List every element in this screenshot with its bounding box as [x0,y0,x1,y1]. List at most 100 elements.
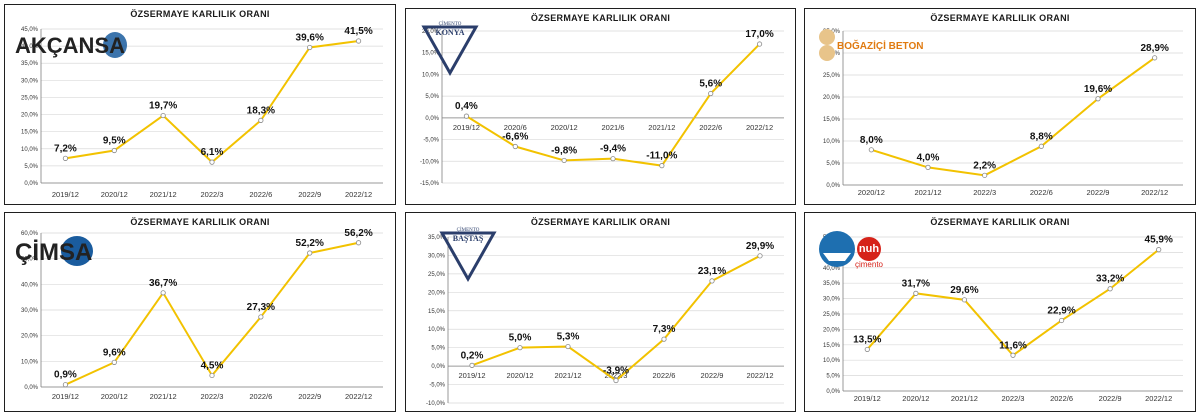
x-tick-label: 2022/9 [701,371,724,380]
x-tick-label: 2022/12 [345,392,372,401]
x-tick-label: 2020/6 [504,123,527,132]
data-point [1010,352,1016,358]
data-point [355,240,362,246]
y-tick-label: 40,0% [823,266,841,272]
y-tick-label: 0,0% [826,183,840,189]
data-point [961,297,968,303]
y-tick-label: 10,0% [823,139,841,145]
y-tick-label: 10,0% [422,72,440,78]
data-label: 0,9% [54,370,77,381]
y-tick-label: 5,0% [826,374,840,380]
logo-text: AKÇANSA [15,33,125,58]
y-tick-label: 15,0% [823,343,841,349]
data-label: 4,0% [917,152,940,163]
data-label: 11,6% [999,340,1027,351]
x-tick-label: 2022/12 [1145,394,1172,403]
y-tick-label: 15,0% [21,130,39,136]
chart-title: ÖZSERMAYE KARLILIK ORANI [130,9,269,19]
chart-svg: ÖZSERMAYE KARLILIK ORANI 0,0% 10,0% 20,0% 30… [15,217,383,401]
data-point [610,156,616,162]
y-tick-label: -5,0% [423,138,439,144]
y-tick-label: -15,0% [420,181,440,187]
chart-title: ÖZSERMAYE KARLILIK ORANI [531,217,670,227]
x-tick-label: 2022/9 [1087,188,1110,197]
y-tick-label: 0,0% [24,385,38,391]
y-tick-label: 30,0% [428,253,446,259]
data-label: 5,6% [699,79,722,90]
y-tick-label: 15,0% [422,51,440,57]
chart-panel-bogazici: ÖZSERMAYE KARLILIK ORANI 0,0% 5,0% 10,0% 15,… [804,8,1196,205]
chart-svg: ÖZSERMAYE KARLILIK ORANI 0,0% 5,0% 10,0% 15,… [819,13,1183,197]
data-point [709,278,715,284]
y-tick-label: -10,0% [420,159,440,165]
y-tick-label: 20,0% [422,29,440,35]
y-tick-label: -10,0% [426,401,446,407]
y-tick-label: 35,0% [428,235,446,241]
x-tick-label: 2020/12 [101,392,128,401]
data-label: -6,6% [502,132,528,143]
x-tick-label: 2021/12 [914,188,941,197]
data-point [209,159,215,165]
data-point [864,346,870,353]
data-label: 0,2% [461,350,484,361]
data-point [1038,143,1044,149]
data-label: 7,3% [653,324,676,335]
data-label: 36,7% [149,278,177,289]
y-tick-label: 30,0% [21,78,39,84]
y-tick-label: 5,0% [431,346,445,352]
x-tick-label: 2022/9 [1099,394,1122,403]
y-tick-label: 30,0% [21,308,39,314]
logo-subtext: çimento [855,260,884,269]
data-point [111,359,117,365]
x-tick-label: 2022/3 [201,392,224,401]
data-label: 56,2% [344,228,372,239]
x-tick-label: 2021/12 [150,392,177,401]
x-tick-label: 2020/12 [551,123,578,132]
y-tick-label: 5,0% [826,161,840,167]
x-tick-label: 2020/12 [101,190,128,199]
data-point [512,143,518,150]
x-tick-label: 2022/9 [298,190,321,199]
data-point [659,163,665,169]
chart-panel-konya: ÖZSERMAYE KARLILIK ORANI -15,0% -10,0% -5,0… [405,8,796,205]
data-point [613,377,619,384]
data-point [258,314,264,320]
data-point [111,147,117,154]
y-tick-label: 10,0% [428,327,446,333]
y-tick-label: 25,0% [21,95,39,101]
x-tick-label: 2020/12 [902,394,929,403]
y-tick-label: 35,0% [21,61,39,67]
data-label: 9,5% [103,135,126,146]
y-tick-label: 10,0% [21,359,39,365]
data-label: 19,7% [149,101,177,112]
chart-svg: ÖZSERMAYE KARLILIK ORANI -15,0% -10,0% -5,0… [420,13,784,187]
data-point [913,290,919,296]
y-tick-label: -5,0% [429,383,445,389]
y-tick-label: 0,0% [826,389,840,395]
y-tick-label: 5,0% [425,94,439,100]
data-label: 29,9% [746,241,774,252]
triangle-icon [439,231,497,283]
ark-icon [819,231,855,267]
x-tick-label: 2022/6 [249,190,272,199]
y-tick-label: 15,0% [428,309,446,315]
y-tick-label: 15,0% [823,117,841,123]
data-point [160,112,166,119]
chart-svg: ÖZSERMAYE KARLILIK ORANI -10,0% -5,0% 0,0% 5… [426,217,784,407]
chart-title: ÖZSERMAYE KARLILIK ORANI [930,217,1069,227]
x-tick-label: 2021/12 [951,394,978,403]
data-label: 45,9% [1145,235,1173,246]
x-tick-label: 2022/12 [345,190,372,199]
chart-title: ÖZSERMAYE KARLILIK ORANI [531,13,670,23]
logo-subtext: ÇİMENTO [439,21,462,27]
data-label: 29,6% [950,285,978,296]
x-tick-label: 2019/12 [854,394,881,403]
data-point [661,336,667,342]
y-tick-label: 0,0% [431,364,445,370]
data-point [209,372,215,379]
chart-svg: ÖZSERMAYE KARLILIK ORANI 0,0% 5,0% 10,0% 15,… [15,9,383,199]
chart-panel-akcansa: ÖZSERMAYE KARLILIK ORANI 0,0% 5,0% 10,0% 15,… [4,4,396,205]
y-tick-label: 25,0% [823,73,841,79]
data-point [708,90,714,97]
